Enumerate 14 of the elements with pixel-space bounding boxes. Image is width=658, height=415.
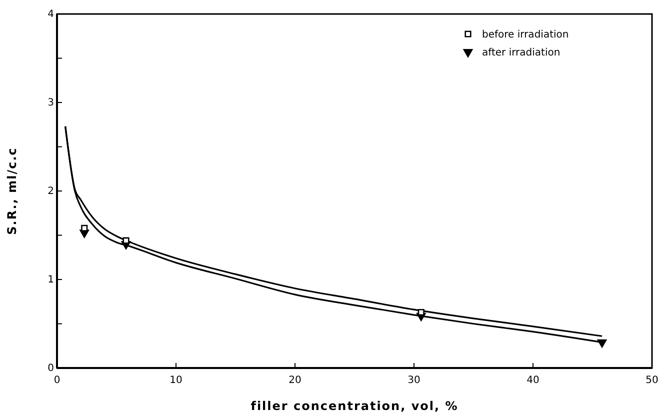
x-tick-label: 20 [288, 375, 302, 386]
y-tick-label: 2 [48, 186, 54, 198]
x-tick-label: 30 [408, 375, 420, 386]
legend-label: after irradiation [482, 48, 560, 58]
x-axis-title: filler concentration, vol, % [250, 399, 458, 413]
legend-label: before irradiation [482, 30, 569, 40]
y-tick-label: 3 [48, 98, 54, 109]
y-tick-label: 0 [48, 363, 54, 374]
y-tick-label: 4 [48, 9, 54, 20]
y-axis-title: S.R., ml/c.c [5, 147, 19, 235]
x-tick-label: 40 [526, 375, 540, 386]
x-tick-label: 50 [646, 375, 658, 386]
x-tick-label: 10 [170, 375, 182, 386]
y-tick-label: 1 [48, 274, 54, 286]
